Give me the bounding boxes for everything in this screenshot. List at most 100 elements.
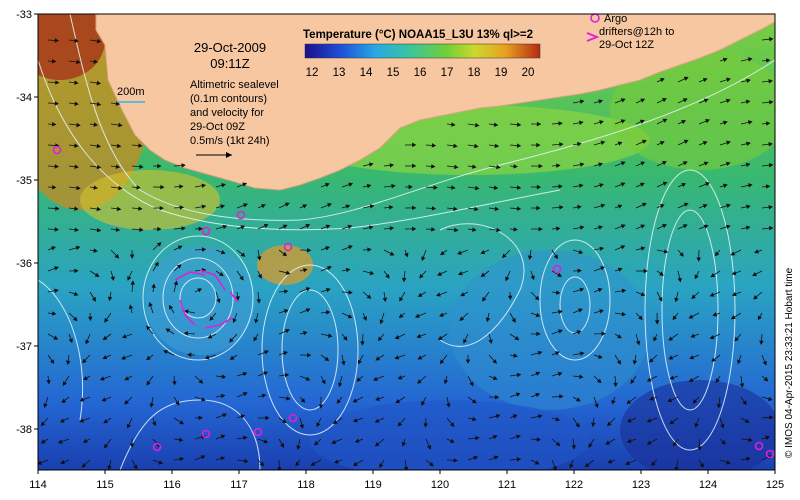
x-tick-label: 119 xyxy=(364,479,382,491)
velocity-arrowhead xyxy=(54,164,59,169)
velocity-arrowhead xyxy=(403,466,409,470)
velocity-arrowhead xyxy=(165,328,171,333)
velocity-arrowhead xyxy=(720,423,725,429)
velocity-arrowhead xyxy=(446,403,451,408)
velocity-arrowhead xyxy=(516,206,522,211)
velocity-arrowhead xyxy=(742,400,747,406)
drifter-legend-line-1: drifters@12h to xyxy=(599,26,674,38)
velocity-arrowhead xyxy=(569,463,574,469)
velocity-arrowhead xyxy=(640,161,646,166)
velocity-arrowhead xyxy=(96,164,102,170)
velocity-arrowhead xyxy=(325,287,331,293)
velocity-arrowhead xyxy=(412,226,417,232)
velocity-arrowhead xyxy=(348,245,353,250)
velocity-arrowhead xyxy=(620,182,626,187)
velocity-arrowhead xyxy=(646,377,652,382)
velocity-arrowhead xyxy=(662,98,667,103)
velocity-arrowhead xyxy=(222,413,228,418)
velocity-arrowhead xyxy=(626,438,632,443)
velocity-arrowhead xyxy=(305,287,311,292)
velocity-arrowhead xyxy=(242,392,248,397)
australian-coastline-land xyxy=(95,14,775,191)
velocity-arrowhead xyxy=(667,397,673,403)
velocity-arrowhead xyxy=(472,164,477,169)
velocity-arrowhead xyxy=(256,256,262,261)
argo-float-marker xyxy=(754,441,764,451)
velocity-arrowhead xyxy=(40,421,46,427)
velocity-arrowhead xyxy=(133,464,138,470)
velocity-arrowhead xyxy=(765,121,771,126)
velocity-arrowhead xyxy=(116,206,122,212)
velocity-arrowhead xyxy=(239,275,244,281)
velocity-arrowhead xyxy=(204,355,210,360)
velocity-arrowhead xyxy=(139,227,144,232)
velocity-arrowhead xyxy=(146,380,151,386)
velocity-arrowhead xyxy=(439,312,444,317)
velocity-arrowhead xyxy=(229,337,234,343)
velocity-arrowhead xyxy=(480,272,486,277)
velocity-arrowhead xyxy=(654,320,660,325)
velocity-arrowhead xyxy=(168,304,174,310)
velocity-arrowhead xyxy=(611,399,616,405)
colorbar-ticks: 12 13 14 15 16 17 18 19 20 xyxy=(306,67,535,79)
velocity-arrowhead xyxy=(651,461,656,466)
argo-float-marker xyxy=(236,210,246,220)
map-time: 09:11Z xyxy=(210,56,250,71)
velocity-arrowhead xyxy=(621,288,627,294)
velocity-arrowhead xyxy=(453,206,458,212)
velocity-arrowhead xyxy=(314,440,319,446)
velocity-arrowhead xyxy=(154,261,159,267)
velocity-arrowhead xyxy=(49,359,55,365)
velocity-arrowhead xyxy=(641,202,647,207)
drifter-track xyxy=(204,317,233,329)
velocity-arrowhead xyxy=(347,224,353,230)
velocity-arrowhead xyxy=(375,396,380,401)
velocity-arrowhead xyxy=(579,287,585,293)
velocity-arrowhead xyxy=(200,397,206,402)
velocity-arrowhead xyxy=(748,437,753,443)
velocity-arrowhead xyxy=(221,374,227,379)
velocity-arrowhead xyxy=(715,378,720,383)
velocity-arrowhead xyxy=(703,98,709,103)
velocity-arrowhead xyxy=(536,121,542,127)
warm-water-patch xyxy=(610,50,775,170)
velocity-arrowhead xyxy=(352,461,358,466)
velocity-arrowhead xyxy=(200,455,206,460)
velocity-arrowhead xyxy=(553,254,558,260)
velocity-arrowhead xyxy=(347,314,353,319)
velocity-arrowhead xyxy=(769,99,774,105)
velocity-arrowhead xyxy=(368,162,374,167)
velocity-arrowhead xyxy=(96,143,102,149)
velocity-arrowhead xyxy=(197,288,203,293)
velocity-arrowhead xyxy=(397,375,403,380)
velocity-arrowhead xyxy=(243,203,248,208)
velocity-arrowhead xyxy=(285,270,291,275)
velocity-arrowhead xyxy=(641,139,647,144)
velocity-arrowhead xyxy=(146,325,151,331)
velocity-arrowhead xyxy=(277,467,282,470)
velocity-arrowhead xyxy=(398,313,404,319)
velocity-arrowhead xyxy=(107,465,112,470)
velocity-arrowhead xyxy=(183,309,189,314)
velocity-arrowhead xyxy=(734,336,739,342)
velocity-arrowhead xyxy=(745,162,751,168)
velocity-arrowhead xyxy=(556,163,561,168)
velocity-arrowhead xyxy=(325,224,331,229)
velocity-arrowhead xyxy=(181,163,186,168)
velocity-arrowhead xyxy=(240,252,246,257)
velocity-arrowhead xyxy=(710,273,716,278)
x-tick-label: 118 xyxy=(297,479,315,491)
velocity-arrowhead xyxy=(480,249,486,255)
velocity-arrowhead xyxy=(257,274,262,279)
velocity-arrowhead xyxy=(305,223,311,229)
x-tick-label: 120 xyxy=(431,479,449,491)
velocity-arrowhead xyxy=(300,398,306,403)
velocity-arrowhead xyxy=(747,57,753,62)
velocity-arrowhead xyxy=(76,59,81,65)
velocity-arrowhead xyxy=(754,249,759,254)
velocity-arrowhead xyxy=(366,294,372,299)
velocity-arrowhead xyxy=(616,359,621,365)
velocity-arrowhead xyxy=(659,141,665,146)
velocity-arrowhead xyxy=(285,328,290,334)
velocity-arrowhead xyxy=(625,460,630,466)
